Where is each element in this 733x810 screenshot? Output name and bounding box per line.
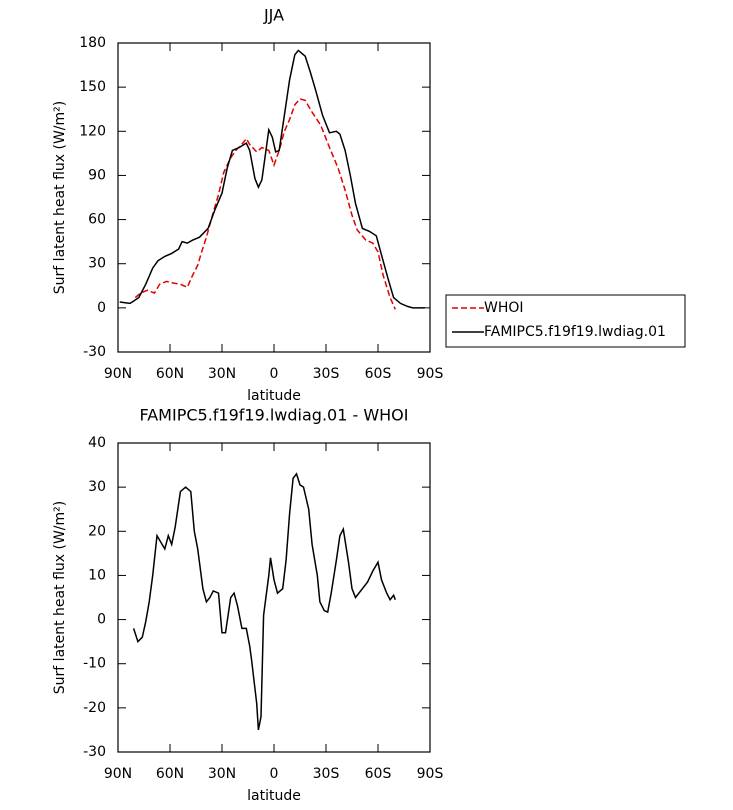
- y-tick-label: -20: [83, 700, 106, 716]
- y-tick-label: 0: [97, 612, 106, 628]
- y-tick-label: 10: [88, 567, 106, 583]
- y-tick-label: 40: [88, 435, 106, 451]
- x-tick-label: 30S: [313, 766, 340, 782]
- x-axis-label: latitude: [247, 388, 301, 404]
- plot-frame: [117, 42, 431, 353]
- y-tick-label: 180: [79, 35, 106, 51]
- series-line: [132, 472, 396, 731]
- y-tick-label: 30: [88, 256, 106, 272]
- chart-title: JJA: [263, 6, 284, 25]
- y-axis-label: Surf latent heat flux (W/m²): [52, 501, 68, 694]
- x-tick-label: 60S: [365, 766, 392, 782]
- x-tick-label: 30N: [208, 766, 236, 782]
- x-tick-label: 90N: [104, 766, 132, 782]
- legend-box: [445, 294, 686, 348]
- y-tick-label: 0: [97, 300, 106, 316]
- x-tick-label: 30S: [313, 366, 340, 382]
- series-line: [119, 49, 425, 309]
- y-tick-label: 120: [79, 123, 106, 139]
- y-tick-label: 150: [79, 79, 106, 95]
- x-tick-label: 90S: [417, 766, 444, 782]
- y-tick-label: 60: [88, 212, 106, 228]
- x-tick-label: 60N: [156, 366, 184, 382]
- x-tick-label: 90S: [417, 366, 444, 382]
- series-line: [134, 98, 396, 310]
- chart-title: FAMIPC5.f19f19.lwdiag.01 - WHOI: [139, 406, 408, 425]
- y-tick-label: 20: [88, 523, 106, 539]
- y-tick-label: 30: [88, 479, 106, 495]
- y-tick-label: -30: [83, 744, 106, 760]
- x-tick-label: 60N: [156, 766, 184, 782]
- x-tick-label: 0: [270, 366, 279, 382]
- x-axis-label: latitude: [247, 788, 301, 804]
- legend-label: FAMIPC5.f19f19.lwdiag.01: [484, 324, 666, 340]
- legend-label: WHOI: [484, 300, 524, 316]
- y-tick-label: -10: [83, 656, 106, 672]
- y-axis-label: Surf latent heat flux (W/m²): [52, 101, 68, 294]
- x-tick-label: 90N: [104, 366, 132, 382]
- y-tick-label: 90: [88, 167, 106, 183]
- y-tick-label: -30: [83, 344, 106, 360]
- x-tick-label: 30N: [208, 366, 236, 382]
- x-tick-label: 60S: [365, 366, 392, 382]
- plot-frame: [117, 442, 431, 753]
- x-tick-label: 0: [270, 766, 279, 782]
